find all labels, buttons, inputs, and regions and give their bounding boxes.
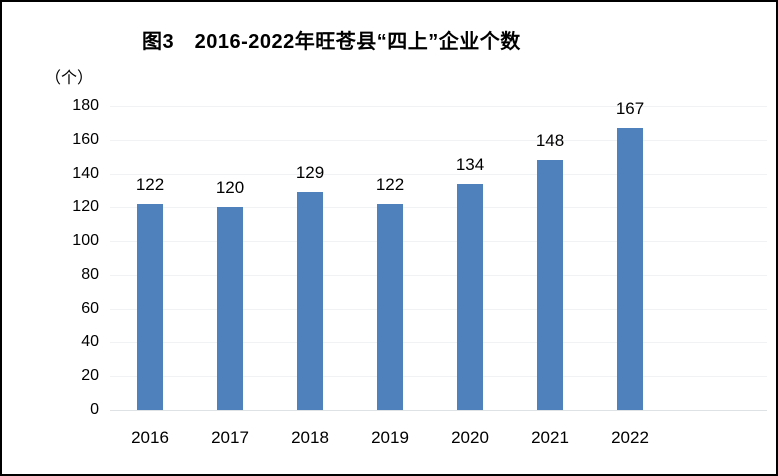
bar [137, 203, 163, 410]
bar [377, 203, 403, 410]
y-axis-tick-label: 0 [90, 401, 99, 418]
y-axis-tick-label: 20 [81, 367, 99, 385]
chart-title: 图3 2016-2022年旺苍县“四上”企业个数 [142, 31, 521, 53]
bar-value-label: 167 [615, 98, 645, 118]
bar-value-label: 122 [135, 174, 165, 194]
x-axis-line [110, 410, 767, 411]
x-axis-tick-label: 2020 [451, 428, 489, 447]
gridline [110, 241, 767, 243]
bar [457, 183, 483, 410]
y-axis-unit-label: （个） [45, 70, 94, 87]
gridline [110, 274, 767, 276]
y-axis-tick-label: 180 [72, 97, 99, 114]
bar [617, 127, 643, 410]
gridline [110, 207, 767, 209]
bar-value-label: 129 [295, 163, 325, 183]
gridline [110, 308, 767, 310]
x-axis-tick-label: 2018 [291, 428, 329, 447]
bar [537, 160, 563, 410]
gridline [110, 173, 767, 175]
y-axis-tick-label: 160 [72, 130, 99, 148]
bar [297, 192, 323, 410]
bar-value-label: 120 [215, 178, 245, 198]
gridline [110, 342, 767, 344]
bar-value-label: 148 [535, 131, 565, 151]
y-axis-tick-label: 120 [72, 198, 99, 216]
y-axis-tick-label: 100 [72, 232, 99, 250]
x-axis-tick-label: 2017 [211, 428, 249, 447]
y-axis-tick-label: 140 [72, 164, 99, 182]
x-axis-tick-label: 2019 [371, 428, 409, 447]
bar-value-label: 134 [455, 154, 485, 174]
y-axis-tick-label: 40 [81, 333, 99, 351]
bar-value-label: 122 [375, 174, 405, 194]
x-axis-tick-label: 2016 [131, 428, 169, 447]
x-axis-tick-label: 2021 [531, 428, 569, 447]
y-axis-tick-label: 80 [81, 265, 99, 283]
y-axis-tick-label: 60 [81, 299, 99, 317]
bar [217, 207, 243, 410]
gridline [110, 139, 767, 141]
x-axis-tick-label: 2022 [611, 428, 649, 447]
gridline [110, 376, 767, 378]
gridline [110, 106, 767, 107]
